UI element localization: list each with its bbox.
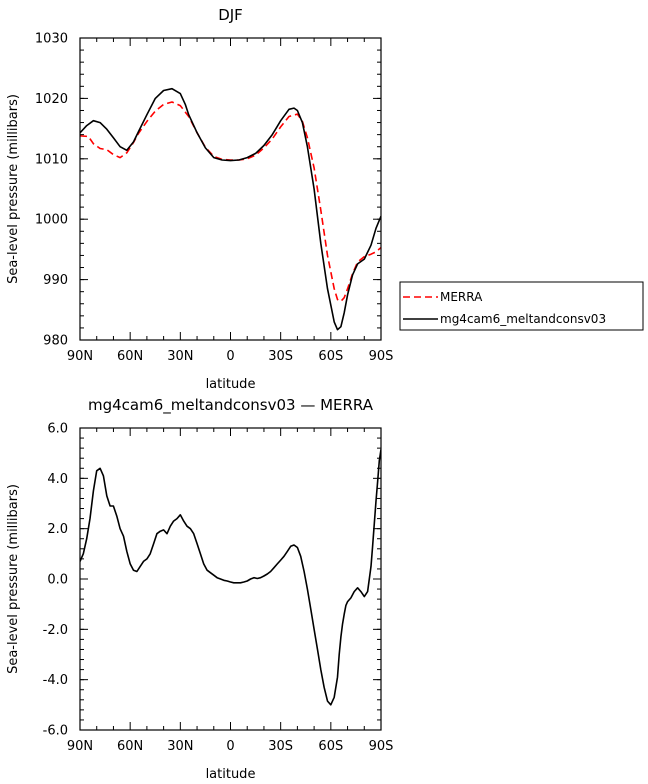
legend-label: MERRA bbox=[440, 290, 483, 304]
y-tick-label: 1000 bbox=[35, 213, 68, 228]
x-tick-label: 0 bbox=[226, 349, 234, 364]
y-tick-label: -6.0 bbox=[43, 724, 68, 739]
x-tick-label: 90S bbox=[369, 349, 394, 364]
x-tick-label: 30N bbox=[167, 739, 193, 754]
x-tick-label: 60S bbox=[318, 739, 343, 754]
legend-label: mg4cam6_meltandconsv03 bbox=[440, 312, 606, 326]
y-tick-label: 4.0 bbox=[47, 472, 68, 487]
panel-bottom-difference: mg4cam6_meltandconsv03 — MERRA 90N 60N 30N 0… bbox=[6, 396, 393, 782]
y-tick-label: 1030 bbox=[35, 32, 68, 47]
x-tick-label: 90N bbox=[67, 739, 93, 754]
x-axis-label: latitude bbox=[206, 767, 256, 782]
x-tick-label: 30S bbox=[268, 349, 293, 364]
y-tick-label: 980 bbox=[43, 334, 68, 349]
panel-top-djf: DJF 90N 60N 30N 0 30S 60S 90S 980 990 1000 1010 1020… bbox=[6, 6, 393, 392]
y-tick-label: -4.0 bbox=[43, 673, 68, 688]
x-tick-label: 90S bbox=[369, 739, 394, 754]
y-tick-label: 1020 bbox=[35, 92, 68, 107]
x-tick-label: 60N bbox=[117, 349, 143, 364]
chart-title: mg4cam6_meltandconsv03 — MERRA bbox=[88, 396, 374, 415]
series-line-difference bbox=[80, 449, 381, 706]
x-tick-label: 60S bbox=[318, 349, 343, 364]
y-axis-label: Sea-level pressure (millibars) bbox=[6, 484, 21, 674]
y-tick-label: 2.0 bbox=[47, 522, 68, 537]
x-tick-label: 60N bbox=[117, 739, 143, 754]
x-tick-label: 30N bbox=[167, 349, 193, 364]
chart-title: DJF bbox=[218, 6, 243, 24]
y-tick-label: 1010 bbox=[35, 152, 68, 167]
y-tick-label: 0.0 bbox=[47, 573, 68, 588]
series-line-merra bbox=[80, 101, 381, 303]
x-tick-label: 0 bbox=[226, 739, 234, 754]
y-tick-label: 990 bbox=[43, 273, 68, 288]
y-tick-label: -2.0 bbox=[43, 623, 68, 638]
legend-box bbox=[399, 281, 644, 331]
y-tick-label: 6.0 bbox=[47, 422, 68, 437]
series-line-mg4cam6-meltandconsv03 bbox=[80, 87, 381, 331]
x-axis-label: latitude bbox=[206, 377, 256, 392]
x-tick-label: 30S bbox=[268, 739, 293, 754]
y-axis-label: Sea-level pressure (millibars) bbox=[6, 94, 21, 284]
legend: MERRA mg4cam6_meltandconsv03 bbox=[399, 281, 644, 331]
x-tick-label: 90N bbox=[67, 349, 93, 364]
